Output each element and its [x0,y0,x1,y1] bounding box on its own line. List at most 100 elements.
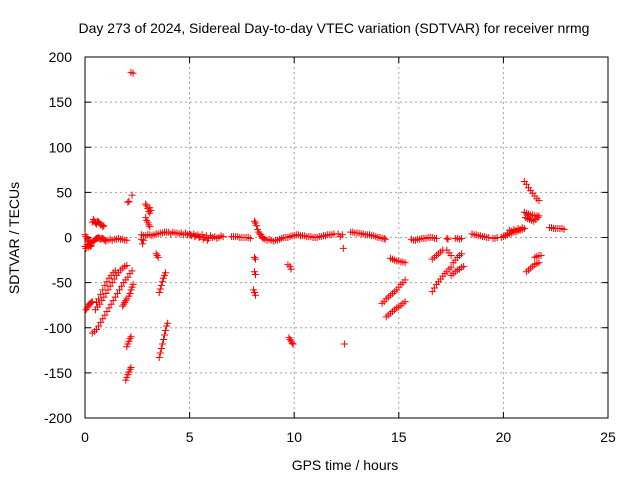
data-point-0-201 [187,231,195,239]
data-point-0-50 [82,306,90,314]
data-point-0-408 [506,226,514,234]
data-point-0-97 [101,281,109,289]
data-point-0-156 [147,206,155,214]
data-point-0-151 [143,216,151,224]
data-point-0-93 [93,298,101,306]
data-point-0-60 [95,322,103,330]
x-tick-label-5: 25 [600,429,616,445]
data-point-0-373 [460,262,468,270]
data-point-0-207 [219,233,227,241]
data-point-0-379 [458,234,466,242]
data-point-0-419 [535,196,543,204]
data-point-0-69 [113,289,121,297]
data-point-0-68 [111,293,119,301]
data-point-0-217 [246,234,254,242]
data-point-0-159 [154,253,162,261]
data-point-0-144 [139,240,147,248]
data-point-0-117 [126,335,134,343]
data-point-0-49 [100,222,108,230]
data-point-0-120 [129,69,137,77]
data-point-0-349 [428,288,436,296]
data-point-0-253 [285,334,293,342]
data-point-0-319 [401,276,409,284]
data-point-0-350 [430,284,438,292]
data-point-0-98 [103,278,111,286]
data-point-0-280 [339,244,347,252]
data-point-0-171 [157,281,165,289]
data-point-0-342 [432,234,440,242]
data-point-0-307 [401,259,409,267]
data-point-0-143 [140,236,148,244]
data-point-0-329 [401,298,409,306]
data-point-0-169 [155,289,163,297]
data-point-0-85 [108,279,116,287]
data-point-0-102 [111,267,119,275]
data-point-0-168 [164,319,172,327]
data-point-0-453 [560,225,568,233]
labels-layer: Day 273 of 2024, Sidereal Day-to-day VTE… [6,20,589,473]
data-point-0-252 [287,265,295,273]
data-point-0-298 [380,234,388,242]
data-point-0-64 [103,308,111,316]
data-point-0-254 [286,335,294,343]
x-tick-label-4: 20 [496,429,512,445]
data-point-0-279 [338,231,346,239]
data-point-0-94 [95,295,103,303]
data-point-0-256 [288,339,296,347]
data-point-0-163 [158,340,166,348]
data-point-0-125 [126,289,134,297]
data-point-0-199 [209,234,217,241]
data-point-0-118 [127,333,135,341]
data-point-0-48 [99,223,107,231]
y-tick-label-5: 50 [56,184,72,200]
data-point-0-158 [153,252,161,260]
data-point-0-170 [156,285,164,293]
data-point-0-59 [93,326,101,334]
data-point-0-103 [119,302,127,310]
data-point-0-172 [158,278,166,286]
y-tick-label-0: -200 [44,410,72,426]
x-axis-label: GPS time / hours [292,457,399,473]
x-tick-label-2: 10 [286,429,302,445]
data-point-0-175 [162,269,170,277]
y-tick-label-7: 150 [49,94,73,110]
data-point-0-70 [116,286,124,294]
data-point-0-162 [157,345,165,353]
data-point-0-82 [102,289,110,297]
data-point-0-204 [199,235,207,243]
data-point-0-205 [203,236,211,244]
data-point-0-198 [204,234,212,242]
data-point-0-79 [96,300,104,308]
y-tick-label-6: 100 [49,139,73,155]
data-point-0-157 [152,250,160,258]
data-point-0-230 [251,271,259,279]
data-point-0-34 [87,242,95,250]
data-point-0-409 [510,225,518,233]
data-point-0-84 [106,282,114,290]
axes-layer: 0 5 10 15 20 25 -200 -150 -100 -50 0 50 100 150 200 [44,49,616,445]
data-point-0-153 [145,221,153,229]
y-tick-label-4: 0 [64,230,72,246]
data-point-0-121 [124,198,132,206]
data-point-0-37 [86,243,94,251]
data-point-0-106 [122,297,130,305]
data-point-0-190 [171,229,179,237]
data-point-0-62 [99,315,107,323]
data-point-0-413 [522,180,530,188]
data-point-0-445 [537,252,545,260]
data-point-0-145 [142,200,150,208]
points-layer [81,68,568,384]
data-point-0-434 [534,214,542,222]
data-point-0-160 [155,354,163,362]
data-point-0-92 [123,261,131,269]
data-point-0-71 [118,282,126,290]
data-point-0-154 [146,223,154,231]
data-point-0-165 [160,331,168,339]
grid-layer [85,57,608,418]
data-point-0-374 [443,234,451,242]
data-point-0-128 [129,280,137,288]
data-point-0-299 [381,235,389,243]
data-point-0-66 [107,300,115,308]
